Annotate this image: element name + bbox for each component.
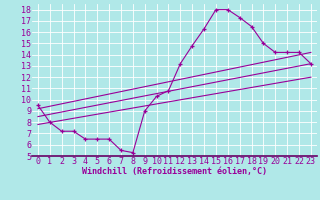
X-axis label: Windchill (Refroidissement éolien,°C): Windchill (Refroidissement éolien,°C)	[82, 167, 267, 176]
